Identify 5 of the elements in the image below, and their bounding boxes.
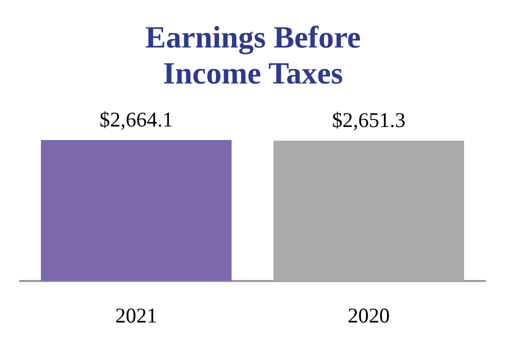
x-tick-label: 2020 bbox=[348, 304, 390, 328]
x-tick-label: 2021 bbox=[115, 304, 158, 328]
data-label: $2,664.1 bbox=[100, 108, 173, 132]
data-label: $2,651.3 bbox=[332, 108, 406, 132]
chart-title: Earnings Before Income Taxes bbox=[145, 20, 361, 90]
